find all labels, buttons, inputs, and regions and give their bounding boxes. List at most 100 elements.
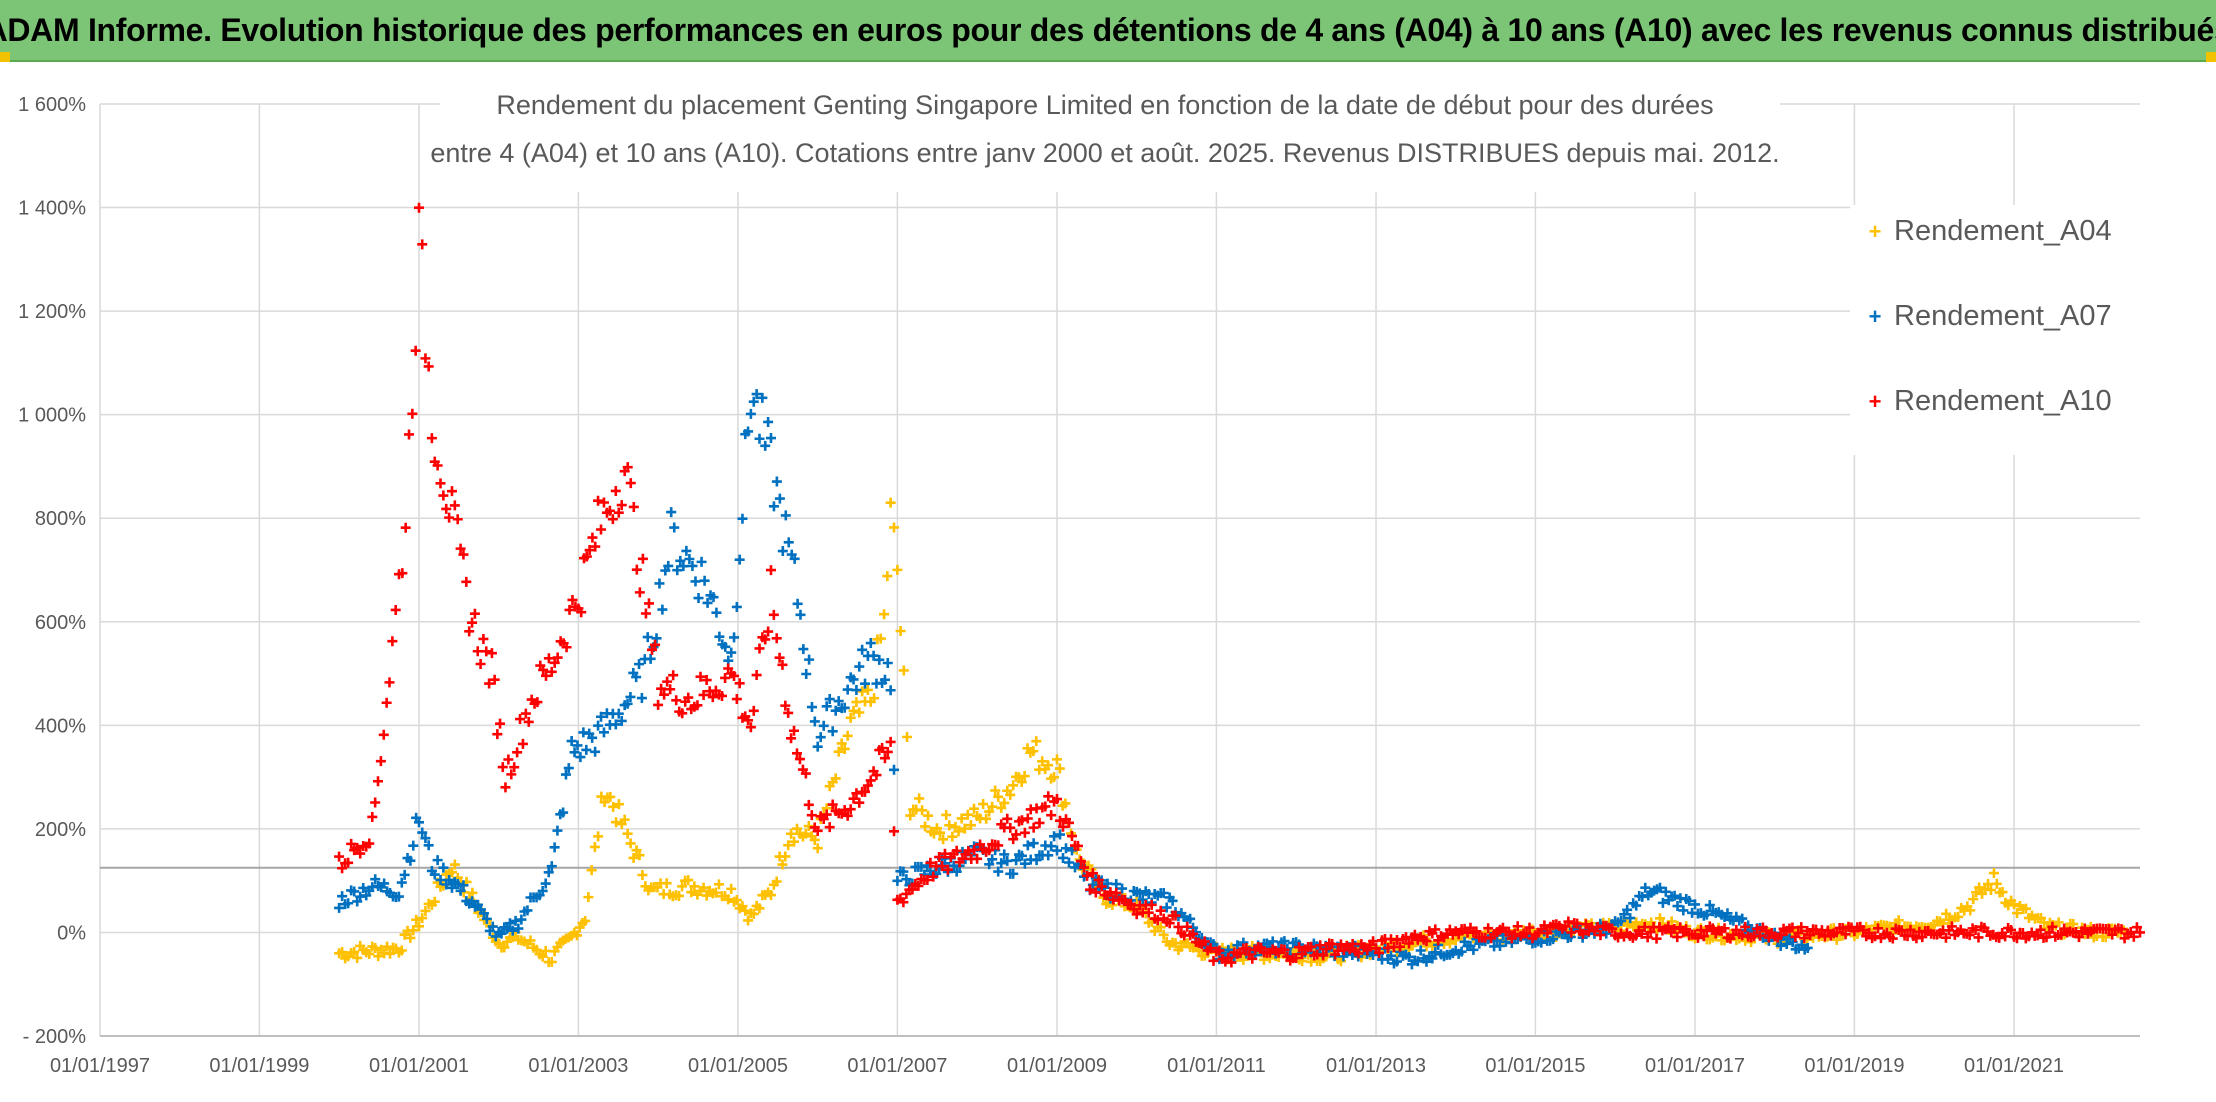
data-point-Rendement_A10 [1651,933,1662,944]
data-point-Rendement_A10 [768,609,779,620]
data-point-Rendement_A07 [370,874,381,885]
data-point-Rendement_A04 [546,956,557,967]
data-point-Rendement_A10 [668,670,679,681]
data-point-Rendement_A10 [1822,925,1833,936]
data-point-Rendement_A10 [854,797,865,808]
data-point-Rendement_A10 [1143,907,1154,918]
data-point-Rendement_A07 [951,866,962,877]
data-point-Rendement_A10 [1374,947,1385,958]
data-point-Rendement_A07 [408,840,419,851]
data-point-Rendement_A07 [1002,855,1013,866]
y-tick-label: - 200% [23,1026,87,1048]
data-point-Rendement_A10 [765,565,776,576]
data-point-Rendement_A04 [1953,911,1964,922]
data-point-Rendement_A07 [337,891,348,902]
data-point-Rendement_A10 [984,845,995,856]
data-point-Rendement_A07 [481,913,492,924]
data-point-Rendement_A10 [509,762,520,773]
data-point-Rendement_A10 [512,747,523,758]
data-point-Rendement_A04 [661,878,672,889]
data-point-Rendement_A07 [763,416,774,427]
data-point-Rendement_A10 [1707,923,1718,934]
data-point-Rendement_A10 [754,643,765,654]
legend-label-a07: Rendement_A07 [1894,300,2112,332]
data-point-Rendement_A07 [1137,894,1148,905]
data-point-Rendement_A10 [546,666,557,677]
data-point-Rendement_A07 [1701,909,1712,920]
data-point-Rendement_A04 [1654,913,1665,924]
data-point-Rendement_A10 [882,746,893,757]
data-point-Rendement_A07 [1802,942,1813,953]
data-point-Rendement_A07 [593,720,604,731]
data-point-Rendement_A07 [874,654,885,665]
data-point-Rendement_A10 [2044,927,2055,938]
data-point-Rendement_A10 [596,524,607,535]
data-point-Rendement_A04 [956,813,967,824]
data-point-Rendement_A10 [492,729,503,740]
data-point-Rendement_A04 [605,791,616,802]
data-point-Rendement_A04 [414,921,425,932]
data-point-Rendement_A04 [854,707,865,718]
corner-mark-right [2206,52,2216,62]
data-point-Rendement_A04 [839,743,850,754]
data-point-Rendement_A10 [845,804,856,815]
data-point-Rendement_A04 [935,827,946,838]
data-point-Rendement_A04 [898,665,909,676]
data-point-Rendement_A07 [851,685,862,696]
legend-label-a04: Rendement_A04 [1894,215,2112,247]
data-point-Rendement_A07 [729,632,740,643]
data-point-Rendement_A10 [659,689,670,700]
data-point-Rendement_A10 [567,594,578,605]
data-point-Rendement_A04 [417,913,428,924]
data-point-Rendement_A04 [1893,915,1904,926]
data-point-Rendement_A07 [839,702,850,713]
data-point-Rendement_A04 [1983,879,1994,890]
data-point-Rendement_A04 [969,803,980,814]
data-point-Rendement_A07 [777,546,788,557]
scatter-chart: - 200% 0% 200% 400% 600% 800% 1 000% 1 200% 1 40… [18,82,2145,1077]
data-point-Rendement_A10 [1125,898,1136,909]
data-point-Rendement_A10 [334,851,345,862]
data-point-Rendement_A04 [1052,754,1063,765]
data-point-Rendement_A10 [1040,801,1051,812]
data-point-Rendement_A04 [2009,899,2020,910]
x-tick-label: 01/01/2017 [1645,1055,1745,1077]
data-point-Rendement_A04 [1008,780,1019,791]
data-point-Rendement_A10 [1306,941,1317,952]
data-point-Rendement_A04 [449,859,460,870]
x-tick-label: 01/01/1999 [209,1055,309,1077]
data-point-Rendement_A07 [1061,843,1071,854]
data-point-Rendement_A10 [865,775,876,786]
data-point-Rendement_A10 [375,756,386,767]
data-point-Rendement_A10 [1072,840,1083,851]
data-point-Rendement_A07 [798,644,809,655]
data-point-Rendement_A10 [789,725,800,736]
data-point-Rendement_A04 [1155,922,1166,933]
data-point-Rendement_A10 [467,617,478,628]
data-point-Rendement_A10 [771,633,782,644]
data-point-Rendement_A10 [634,587,645,598]
data-point-Rendement_A10 [993,840,1004,851]
x-tick-label: 01/01/1997 [50,1055,150,1077]
data-point-Rendement_A04 [446,867,457,878]
data-point-Rendement_A10 [934,852,945,863]
data-point-Rendement_A10 [407,408,418,419]
data-point-Rendement_A04 [1049,772,1060,783]
data-point-Rendement_A10 [1344,944,1355,955]
data-point-Rendement_A10 [1315,940,1326,951]
data-point-Rendement_A07 [1134,888,1145,899]
data-point-Rendement_A07 [699,575,710,586]
data-point-Rendement_A10 [404,429,415,440]
data-point-Rendement_A10 [2135,927,2145,938]
data-point-Rendement_A04 [1031,736,1042,747]
data-point-Rendement_A10 [1754,930,1765,941]
data-point-Rendement_A04 [1176,941,1187,952]
data-point-Rendement_A07 [1468,944,1479,955]
data-point-Rendement_A04 [2012,908,2023,919]
data-point-Rendement_A10 [1188,928,1199,939]
data-point-Rendement_A07 [552,825,563,836]
data-point-Rendement_A10 [1368,936,1379,947]
data-point-Rendement_A10 [683,692,694,703]
data-point-Rendement_A10 [1164,918,1175,929]
data-point-Rendement_A07 [1781,938,1792,949]
